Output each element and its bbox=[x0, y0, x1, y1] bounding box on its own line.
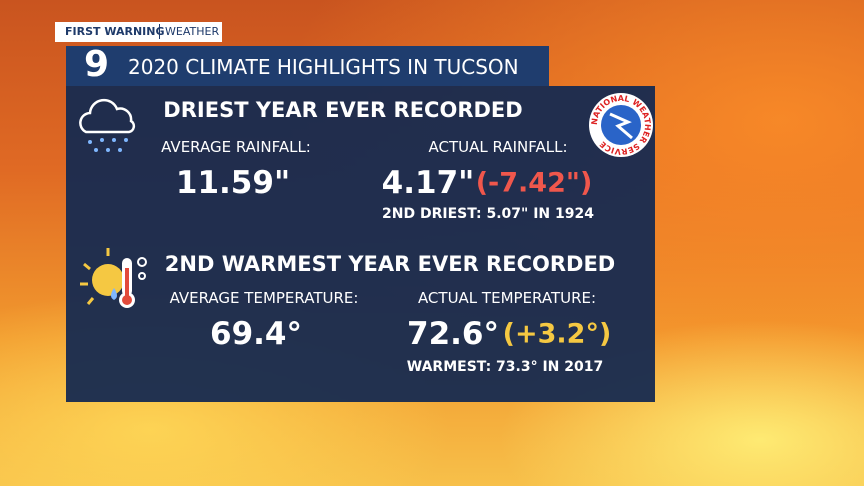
temp-average-label: AVERAGE TEMPERATURE: bbox=[169, 289, 359, 307]
nws-logo: NATIONAL WEATHER SERVICE bbox=[589, 93, 653, 157]
temp-difference: (+3.2°) bbox=[502, 318, 612, 350]
rain-difference: (-7.42") bbox=[475, 167, 593, 199]
brand-name: FIRST WARNING bbox=[65, 25, 165, 38]
title: 2020 CLIMATE HIGHLIGHTS IN TUCSON bbox=[128, 55, 519, 79]
rain-actual-value: 4.17" bbox=[381, 165, 475, 201]
rain-icon bbox=[79, 98, 136, 152]
temp-average-value: 69.4° bbox=[210, 316, 302, 352]
rain-note: 2ND DRIEST: 5.07" IN 1924 bbox=[382, 206, 594, 222]
temp-heading: 2ND WARMEST YEAR EVER RECORDED bbox=[164, 252, 616, 276]
rain-average-value: 11.59" bbox=[175, 165, 291, 201]
channel: 9 bbox=[84, 44, 110, 85]
temp-note: WARMEST: 73.3° IN 2017 bbox=[406, 359, 604, 375]
temp-actual-label: ACTUAL TEMPERATURE: bbox=[417, 289, 597, 307]
title-bar: 9 2020 CLIMATE HIGHLIGHTS IN TUCSON bbox=[66, 44, 549, 86]
rain-heading: DRIEST YEAR EVER RECORDED bbox=[163, 98, 523, 122]
panel bbox=[66, 86, 655, 402]
heat-icon bbox=[80, 248, 147, 308]
rain-actual-label: ACTUAL RAINFALL: bbox=[428, 138, 568, 156]
divider bbox=[159, 24, 160, 39]
temp-actual-value: 72.6° bbox=[407, 316, 499, 352]
brand-tag: FIRST WARNING WEATHER bbox=[55, 22, 222, 42]
rain-average-label: AVERAGE RAINFALL: bbox=[161, 138, 311, 156]
brand-section: WEATHER bbox=[165, 25, 220, 38]
